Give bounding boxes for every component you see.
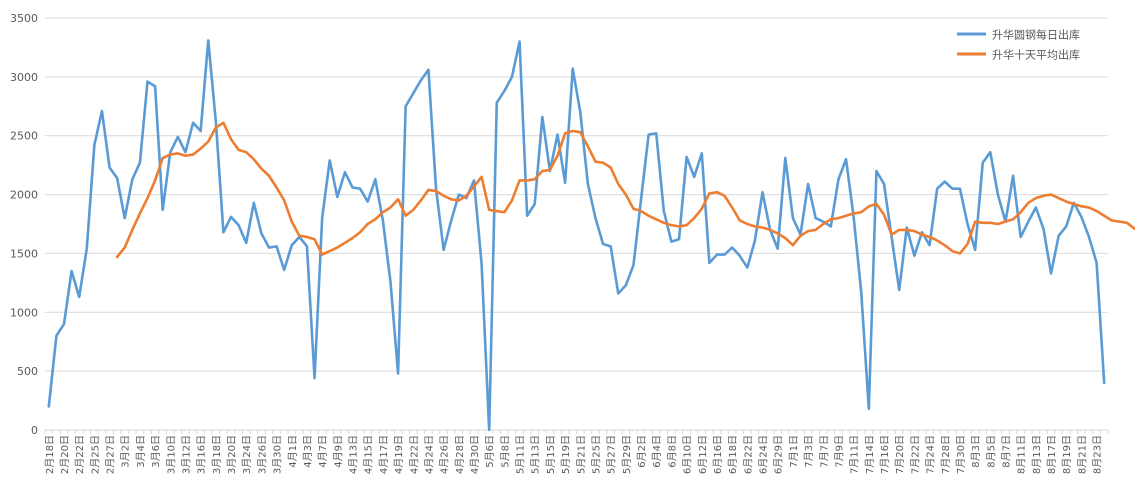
y-tick-label: 2000	[10, 189, 38, 202]
x-tick-label: 7月1日	[788, 435, 800, 468]
x-tick-label: 4月15日	[363, 435, 375, 474]
x-tick-label: 4月28日	[454, 435, 466, 474]
x-tick-label: 6月16日	[712, 435, 724, 474]
x-tick-label: 3月4日	[135, 435, 147, 468]
x-tick-label: 4月7日	[317, 435, 329, 468]
y-tick-label: 0	[31, 424, 38, 437]
y-tick-label: 1000	[10, 306, 38, 319]
x-tick-label: 7月14日	[864, 435, 876, 474]
x-tick-label: 7月22日	[909, 435, 921, 474]
x-tick-label: 3月6日	[150, 435, 162, 468]
x-tick-label: 8月19日	[1061, 435, 1073, 474]
x-tick-label: 7月7日	[818, 435, 830, 468]
x-tick-label: 4月26日	[439, 435, 451, 474]
y-tick-label: 3500	[10, 12, 38, 25]
x-tick-label: 4月13日	[348, 435, 360, 474]
x-tick-label: 7月11日	[849, 435, 861, 474]
x-tick-label: 5月19日	[560, 435, 572, 474]
x-tick-label: 6月22日	[742, 435, 754, 474]
x-tick-label: 6月2日	[636, 435, 648, 468]
x-tick-label: 8月23日	[1092, 435, 1104, 474]
x-tick-label: 2月25日	[89, 435, 101, 474]
x-tick-label: 3月20日	[226, 435, 238, 474]
x-tick-label: 2月20日	[59, 435, 71, 474]
x-tick-label: 2月27日	[105, 435, 117, 474]
x-tick-label: 4月30日	[469, 435, 481, 474]
x-tick-label: 3月12日	[180, 435, 192, 474]
x-tick-label: 4月9日	[332, 435, 344, 468]
x-tick-label: 7月30日	[955, 435, 967, 474]
x-tick-label: 4月24日	[423, 435, 435, 474]
x-tick-label: 5月13日	[530, 435, 542, 474]
x-tick-label: 6月10日	[682, 435, 694, 474]
x-tick-label: 8月13日	[1031, 435, 1043, 474]
x-tick-label: 5月21日	[575, 435, 587, 474]
x-tick-label: 5月8日	[499, 435, 511, 468]
x-tick-label: 3月10日	[165, 435, 177, 474]
legend: 升华圆钢每日出库 升华十天平均出库	[957, 28, 1080, 62]
x-tick-label: 4月22日	[408, 435, 420, 474]
x-tick-label: 8月7日	[1000, 435, 1012, 468]
series-lines	[47, 39, 1135, 432]
y-tick-label: 2500	[10, 130, 38, 143]
x-tick-label: 8月21日	[1076, 435, 1088, 474]
x-tick-label: 3月26日	[256, 435, 268, 474]
x-tick-label: 3月16日	[196, 435, 208, 474]
x-tick-label: 5月11日	[515, 435, 527, 474]
gridlines	[45, 17, 1108, 431]
x-tick-label: 7月24日	[925, 435, 937, 474]
y-tick-label: 1500	[10, 247, 38, 260]
x-tick-label: 6月12日	[697, 435, 709, 474]
x-tick-label: 4月1日	[287, 435, 299, 468]
x-tick-label: 8月5日	[985, 435, 997, 468]
y-tick-label: 500	[17, 365, 38, 378]
x-tick-label: 5月25日	[590, 435, 602, 474]
x-tick-label: 5月15日	[545, 435, 557, 474]
x-tick-label: 7月9日	[833, 435, 845, 468]
x-tick-label: 7月3日	[803, 435, 815, 468]
x-tick-label: 3月18日	[211, 435, 223, 474]
x-tick-label: 6月24日	[758, 435, 770, 474]
x-tick-label: 4月17日	[378, 435, 390, 474]
y-tick-label: 3000	[10, 71, 38, 84]
x-tick-label: 3月30日	[272, 435, 284, 474]
x-tick-label: 4月19日	[393, 435, 405, 474]
legend-label-daily: 升华圆钢每日出库	[992, 28, 1080, 42]
x-tick-label: 7月20日	[894, 435, 906, 474]
x-tick-label: 5月27日	[606, 435, 618, 474]
x-tick-label: 7月16日	[879, 435, 891, 474]
x-tick-label: 7月28日	[940, 435, 952, 474]
series-line-ten-day-average	[115, 121, 1135, 259]
x-tick-label: 6月8日	[666, 435, 678, 468]
x-tick-label: 8月3日	[970, 435, 982, 468]
x-tick-label: 8月11日	[1016, 435, 1028, 474]
x-tick-label: 6月18日	[727, 435, 739, 474]
series-line-daily	[47, 39, 1106, 432]
x-tick-label: 3月24日	[241, 435, 253, 474]
x-tick-label: 8月17日	[1046, 435, 1058, 474]
x-axis: 2月18日 2月20日 2月22日 2月25日 2月27日 3月2日 3月4日 3月6日 3月1…	[44, 430, 1109, 474]
x-tick-label: 4月3日	[302, 435, 314, 468]
y-axis: 0 500 1000 1500 2000 2500 3000 3500	[10, 12, 38, 437]
x-tick-label: 6月29日	[773, 435, 785, 474]
x-tick-label: 5月6日	[484, 435, 496, 468]
x-tick-label: 5月29日	[621, 435, 633, 474]
legend-label-avg: 升华十天平均出库	[992, 48, 1080, 62]
x-tick-label: 3月2日	[120, 435, 132, 468]
x-tick-label: 6月4日	[651, 435, 663, 468]
x-tick-label: 2月18日	[44, 435, 56, 474]
x-tick-label: 2月22日	[74, 435, 86, 474]
